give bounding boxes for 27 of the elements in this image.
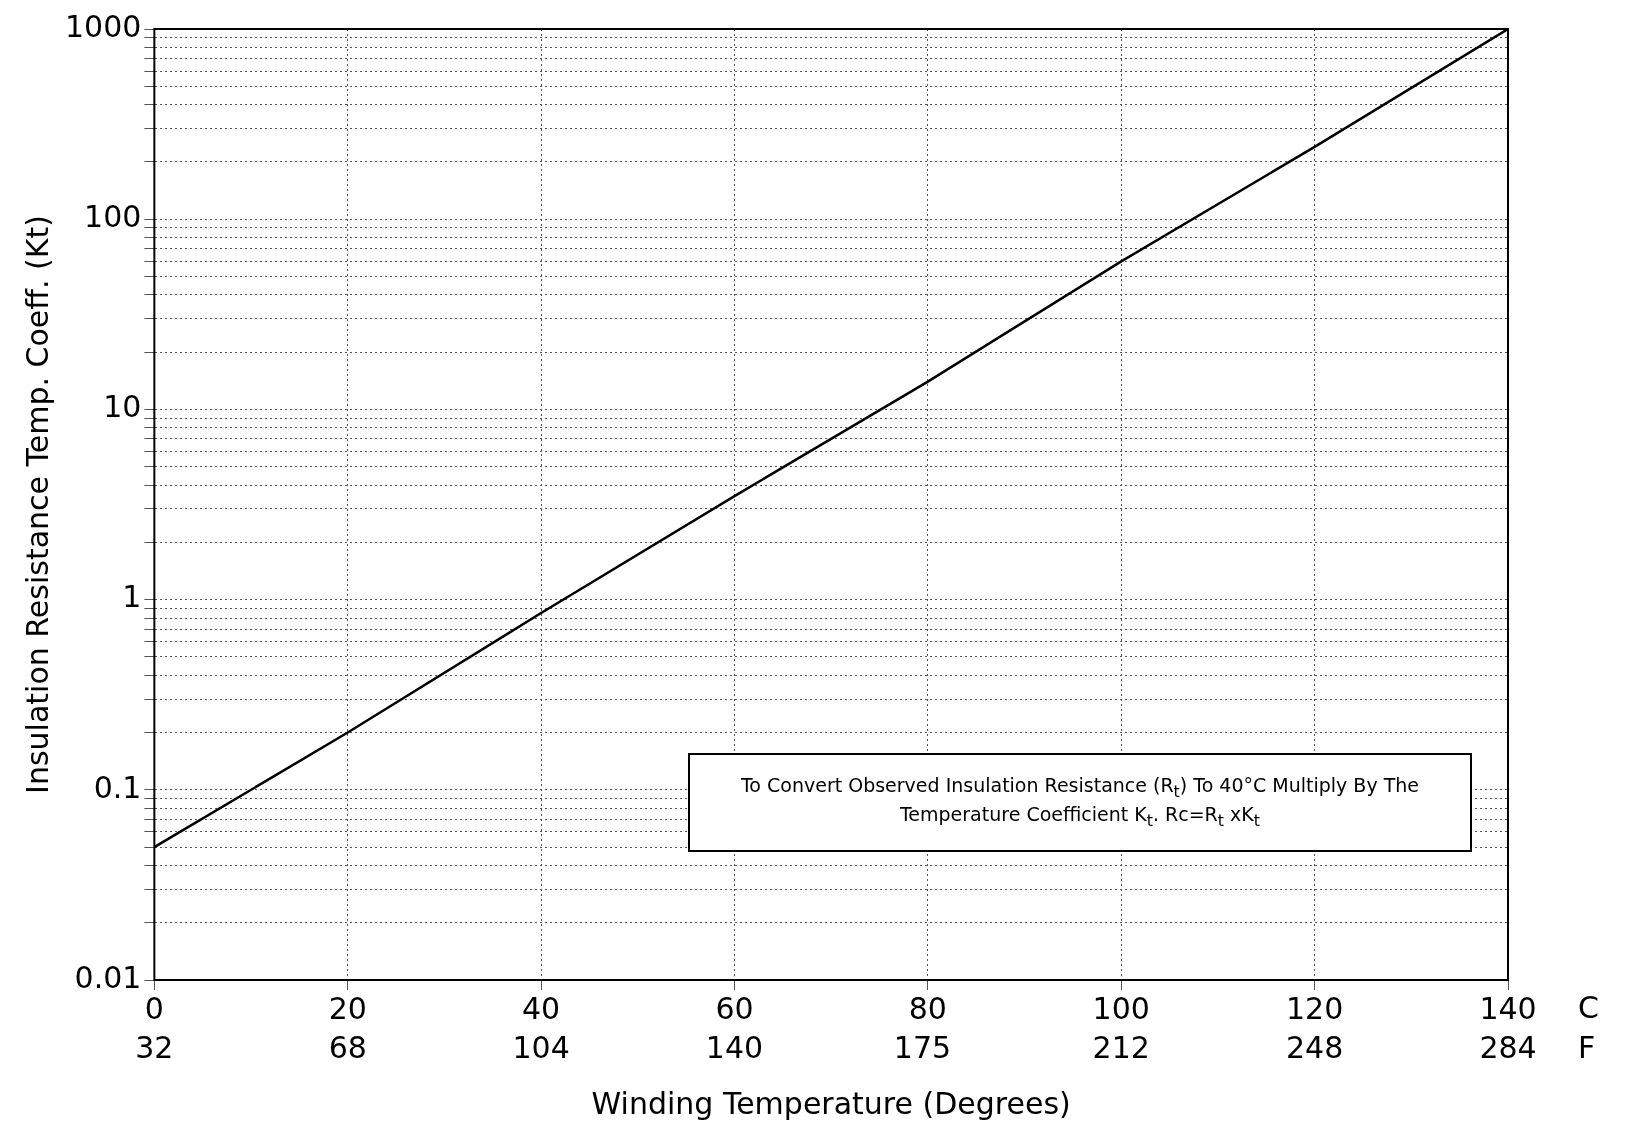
x-tick-label: 60 [715,990,754,1026]
y-tick-label: 1 [122,579,142,615]
y-tick-label: 0.1 [93,769,142,805]
y-tick-label: 100 [84,199,142,234]
x2-tick-label: 104 [512,1029,570,1065]
x-tick-label: 40 [522,990,561,1026]
text: F [1578,1029,1596,1065]
text: C [1578,989,1599,1025]
y-tick-label: 1000 [64,8,142,44]
x2-tick-label: 140 [705,1029,764,1065]
note-box: To Convert Observed Insulation Resistance (R$_{t}$) To 40°C Multiply By The Temperature Coefficient K$_{t}$. Rc=R$_{t}$ xK$_{t}$ [688,753,1472,852]
x-tick-label: 140 [1479,990,1537,1026]
x-tick-label: 20 [328,990,367,1026]
x2-tick-label: 248 [1285,1029,1344,1065]
x2-tick-label: 68 [328,1029,367,1065]
y-tick-label: 0.01 [74,959,142,995]
x2-tick-label: 175 [893,1029,952,1065]
x-tick-label: 120 [1285,990,1344,1026]
x-axis-title: Winding Temperature (Degrees) [591,1085,1071,1121]
x2-tick-label: 212 [1092,1029,1150,1065]
y-tick-label: 10 [103,389,142,425]
y-axis-title: Insulation Resistance Temp. Coeff. (Kt) [19,215,55,794]
x2-tick-label: 284 [1479,1029,1537,1065]
x-tick-label: 100 [1092,990,1150,1026]
x-tick-label: 80 [908,990,947,1026]
x2-tick-label: 32 [135,1029,174,1065]
x-tick-label: 0 [144,990,164,1026]
